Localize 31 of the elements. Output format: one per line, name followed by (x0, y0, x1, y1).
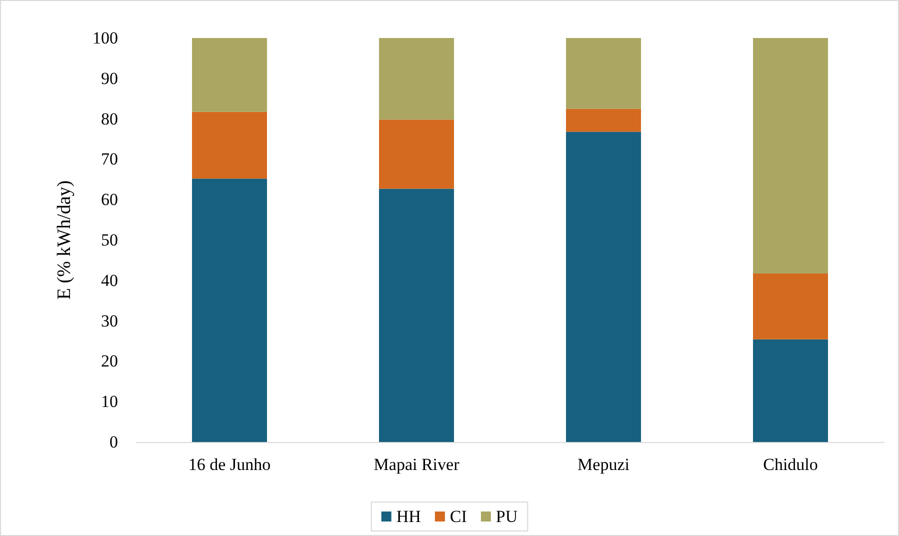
legend-label: PU (496, 507, 518, 526)
y-tick-label: 70 (101, 150, 118, 169)
y-tick-label: 40 (101, 270, 118, 290)
legend-label: HH (396, 507, 421, 526)
x-tick-label: Mepuzi (578, 455, 630, 474)
y-tick-label: 0 (110, 432, 118, 452)
bar (379, 120, 454, 189)
y-tick-label: 90 (101, 68, 118, 88)
y-tick-label: 30 (101, 311, 118, 330)
bar (566, 38, 641, 109)
bar (192, 38, 267, 112)
y-tick-label: 10 (101, 392, 118, 412)
x-tick-label: Chidulo (763, 455, 818, 474)
y-tick-label: 60 (101, 190, 118, 210)
bar (379, 38, 454, 120)
bar (192, 178, 267, 442)
y-tick-label: 100 (92, 28, 118, 48)
bar (753, 339, 828, 442)
bar (566, 132, 641, 442)
legend-label: CI (450, 507, 468, 526)
bar (566, 108, 641, 132)
y-tick-label: 50 (101, 230, 118, 250)
y-axis-title: E (% kWh/day) (54, 180, 75, 300)
bar (753, 38, 828, 274)
x-tick-label: 16 de Junho (188, 455, 271, 474)
bar (379, 188, 454, 442)
bar (753, 274, 828, 340)
y-tick-label: 80 (101, 109, 118, 128)
bar (192, 112, 267, 179)
x-tick-label: Mapai River (374, 455, 460, 474)
y-tick-label: 20 (101, 352, 118, 371)
